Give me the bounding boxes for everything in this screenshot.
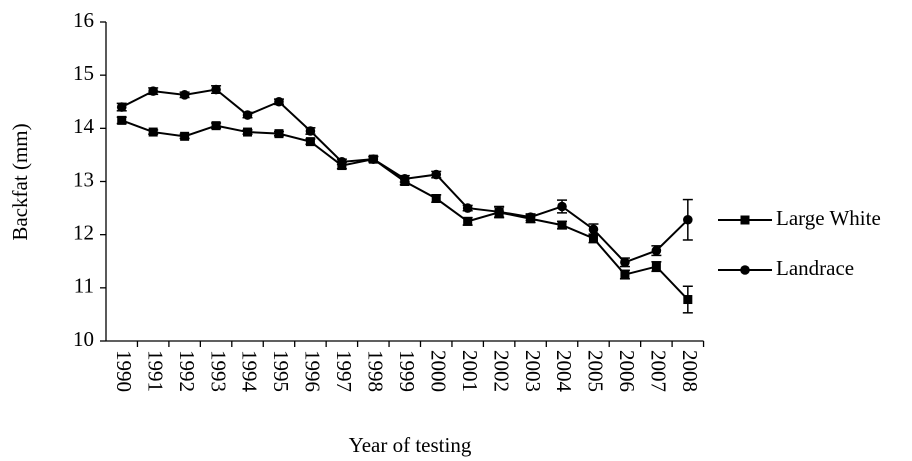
point	[525, 212, 536, 222]
point	[651, 245, 662, 256]
x-tick-label: 1995	[269, 350, 293, 392]
x-tick-label: 1992	[175, 350, 199, 392]
point	[431, 169, 442, 180]
x-tick-label: 2003	[521, 350, 545, 392]
x-tick-label: 1996	[301, 350, 325, 392]
y-tick-label: 13	[73, 167, 94, 191]
point	[463, 216, 473, 226]
point	[557, 201, 567, 212]
series-line	[121, 119, 689, 301]
point	[305, 126, 316, 136]
x-tick-label: 1993	[206, 350, 230, 392]
point	[305, 137, 315, 147]
point	[180, 131, 190, 141]
point	[117, 115, 127, 125]
x-axis-label: Year of testing	[349, 433, 472, 457]
point	[243, 127, 253, 137]
x-tick-label: 2008	[678, 350, 702, 392]
legend-label: Landrace	[776, 256, 854, 280]
point	[620, 257, 630, 268]
point	[588, 233, 598, 243]
x-tick-label: 1997	[332, 350, 356, 392]
point	[462, 203, 473, 213]
point	[148, 127, 158, 137]
point	[651, 262, 661, 272]
legend-marker	[740, 215, 750, 225]
x-tick-label: 2005	[584, 350, 608, 392]
y-axis-label: Backfat (mm)	[8, 123, 32, 240]
y-tick-label: 16	[73, 8, 94, 32]
point	[494, 207, 504, 217]
point	[620, 270, 630, 280]
point	[211, 84, 221, 95]
x-tick-label: 1998	[364, 350, 388, 392]
point	[431, 194, 441, 204]
y-tick-label: 11	[74, 274, 94, 298]
x-tick-label: 1999	[395, 350, 419, 392]
point	[683, 214, 693, 225]
legend-label: Large White	[776, 206, 881, 230]
point	[557, 220, 567, 230]
point	[274, 129, 284, 139]
point	[368, 154, 379, 164]
x-tick-label: 1990	[112, 350, 136, 392]
x-tick-label: 2007	[647, 350, 671, 392]
x-tick-label: 2002	[489, 350, 513, 392]
y-tick-label: 15	[73, 61, 94, 85]
x-tick-label: 1991	[143, 350, 167, 392]
point	[242, 110, 253, 120]
x-tick-label: 2001	[458, 350, 482, 392]
point	[337, 157, 347, 167]
legend-marker	[740, 265, 750, 275]
point	[211, 121, 221, 131]
point	[116, 102, 127, 112]
point	[148, 86, 158, 96]
point	[274, 96, 284, 107]
x-tick-label: 2006	[615, 350, 639, 392]
point	[588, 224, 599, 235]
point	[683, 295, 693, 305]
y-tick-label: 14	[73, 114, 95, 138]
point	[399, 174, 410, 184]
point	[179, 90, 190, 100]
x-tick-label: 1994	[238, 350, 262, 393]
x-tick-label: 2004	[552, 350, 576, 393]
y-tick-label: 10	[73, 327, 94, 351]
x-tick-label: 2000	[426, 350, 450, 392]
y-tick-label: 12	[73, 220, 94, 244]
